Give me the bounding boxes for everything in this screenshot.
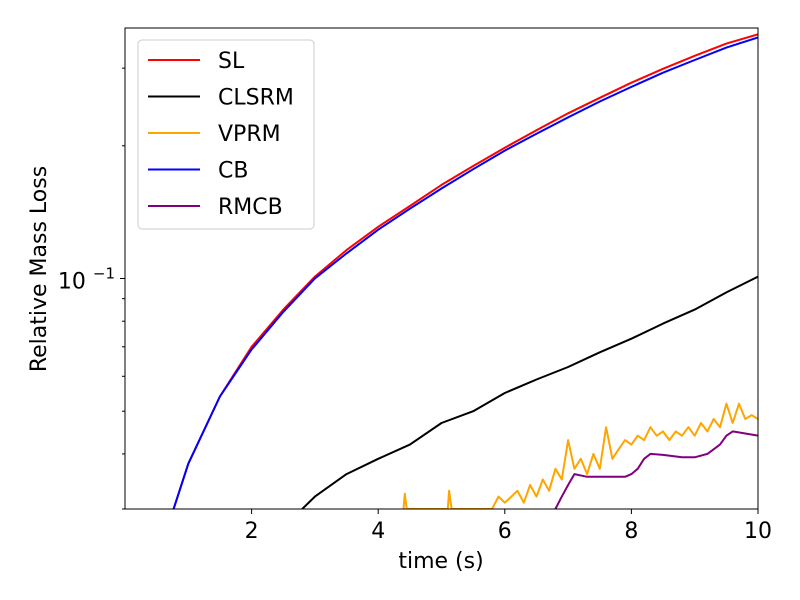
series-line-rmcb [554, 430, 758, 509]
series-line-vprm [402, 402, 758, 509]
x-tick-label: 8 [624, 519, 638, 544]
x-tick-label: 6 [498, 519, 512, 544]
legend-label-vprm: VPRM [218, 122, 281, 147]
y-axis [120, 67, 125, 510]
x-axis-label: time (s) [398, 549, 483, 574]
series-line-sl [172, 33, 758, 509]
y-tick-label-base: 10 [58, 269, 86, 294]
y-tick-label-exponent: −1 [93, 264, 115, 282]
series-line-clsrm [301, 275, 758, 509]
x-tick-label: 2 [245, 519, 259, 544]
x-axis: 2 4 6 8 10 [245, 509, 772, 544]
legend-label-sl: SL [218, 49, 245, 74]
legend-label-cb: CB [218, 159, 248, 184]
y-tick-label: 10 −1 [58, 264, 115, 294]
y-axis-label: Relative Mass Loss [27, 166, 52, 372]
legend-label-clsrm: CLSRM [218, 86, 294, 111]
x-tick-label: 10 [744, 519, 772, 544]
x-tick-label: 4 [371, 519, 385, 544]
plot-frame [124, 27, 759, 510]
series-layer [172, 33, 758, 509]
legend: SL CLSRM VPRM CB RMCB [137, 39, 315, 230]
legend-box [137, 39, 315, 230]
legend-label-rmcb: RMCB [218, 195, 283, 220]
series-line-cb [172, 36, 758, 509]
